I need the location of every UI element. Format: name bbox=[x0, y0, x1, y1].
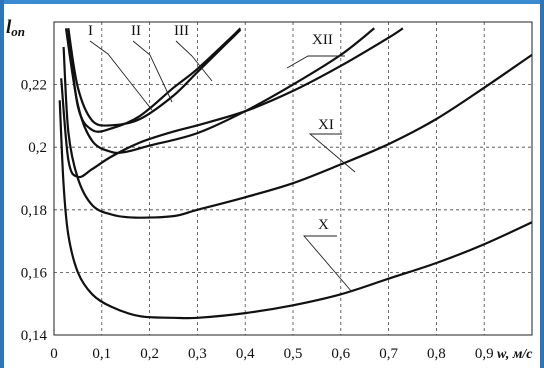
y-axis-label-main: l bbox=[6, 17, 12, 38]
x-tick-label: 0,8 bbox=[427, 346, 446, 362]
series-line-xi bbox=[62, 46, 533, 219]
y-tick-label: 0,14 bbox=[21, 328, 48, 344]
left-border bbox=[0, 0, 4, 368]
x-tick-label: 0,1 bbox=[92, 346, 111, 362]
y-tick-label: 0,22 bbox=[21, 78, 47, 94]
chart-paper bbox=[4, 4, 540, 368]
y-tick-label: 0,16 bbox=[21, 265, 48, 281]
x-axis-label: w, м/с bbox=[497, 347, 533, 362]
x-tick-label: 0,9 bbox=[475, 346, 494, 362]
x-tick-label: 0,4 bbox=[236, 346, 255, 362]
curve-label-i: I bbox=[88, 23, 93, 39]
series-line-xii bbox=[60, 27, 404, 179]
y-tick-label: 0,18 bbox=[21, 203, 47, 219]
series-line-ii bbox=[67, 28, 242, 127]
leader-line-ii bbox=[132, 40, 173, 103]
series-line-x bbox=[58, 100, 533, 320]
series-lines bbox=[58, 27, 533, 320]
series-line-iii bbox=[64, 27, 375, 155]
leader-line-x bbox=[303, 235, 353, 293]
x-tick-label: 0,2 bbox=[140, 346, 159, 362]
curve-label-x: X bbox=[318, 217, 329, 233]
label-leaders bbox=[89, 40, 356, 293]
leader-line-xi bbox=[308, 133, 356, 173]
x-tick-label: 0,6 bbox=[331, 346, 350, 362]
top-border bbox=[0, 0, 544, 4]
leader-line-i bbox=[89, 40, 153, 111]
x-tick-labels: 0 0,1 0,2 0,3 0,4 0,5 0,6 0,7 0,8 0,9 bbox=[50, 346, 493, 362]
y-tick-label: 0,2 bbox=[28, 140, 47, 156]
grid bbox=[54, 22, 532, 335]
leader-line-xii bbox=[286, 55, 345, 69]
x-tick-label: 0,3 bbox=[188, 346, 207, 362]
x-tick-label: 0,5 bbox=[284, 346, 303, 362]
y-axis-label: lon bbox=[6, 17, 25, 39]
y-axis-label-sub: on bbox=[11, 24, 25, 39]
curve-label-xii: XII bbox=[312, 32, 333, 48]
curve-label-ii: II bbox=[131, 23, 141, 39]
curve-label-xi: XI bbox=[318, 117, 334, 133]
x-tick-label: 0,7 bbox=[379, 346, 398, 362]
curve-label-iii: III bbox=[174, 23, 189, 39]
plot-border bbox=[53, 21, 533, 336]
plot-area bbox=[53, 21, 533, 336]
right-border bbox=[540, 0, 544, 368]
leader-line-iii bbox=[175, 40, 213, 82]
x-tick-label: 0 bbox=[50, 346, 58, 362]
y-tick-labels: 0,14 0,16 0,18 0,2 0,22 bbox=[21, 78, 48, 344]
